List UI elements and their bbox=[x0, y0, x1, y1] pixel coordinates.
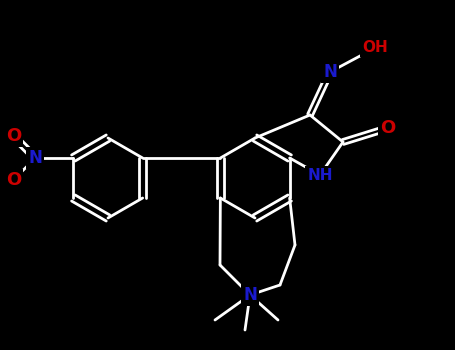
Text: N: N bbox=[243, 286, 257, 304]
Text: OH: OH bbox=[362, 41, 388, 56]
Text: NH: NH bbox=[307, 168, 333, 182]
Text: O: O bbox=[380, 119, 396, 137]
Text: O: O bbox=[6, 127, 21, 145]
Text: N: N bbox=[28, 149, 42, 167]
Text: N: N bbox=[323, 63, 337, 81]
Text: O: O bbox=[6, 171, 21, 189]
